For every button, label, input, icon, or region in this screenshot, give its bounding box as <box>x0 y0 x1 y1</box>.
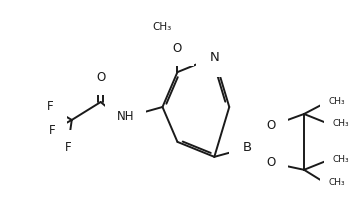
Text: F: F <box>47 101 53 113</box>
Text: O: O <box>96 71 105 84</box>
Text: CH₃: CH₃ <box>333 119 349 128</box>
Text: F: F <box>48 124 55 137</box>
Text: CH₃: CH₃ <box>333 155 349 164</box>
Text: CH₃: CH₃ <box>329 178 346 187</box>
Text: CH₃: CH₃ <box>329 97 346 106</box>
Text: CH₃: CH₃ <box>153 22 172 32</box>
Text: N: N <box>209 51 219 64</box>
Text: O: O <box>267 119 276 132</box>
Text: O: O <box>173 42 182 55</box>
Text: O: O <box>267 156 276 169</box>
Text: NH: NH <box>117 110 134 123</box>
Text: B: B <box>243 141 252 154</box>
Text: F: F <box>65 141 71 154</box>
